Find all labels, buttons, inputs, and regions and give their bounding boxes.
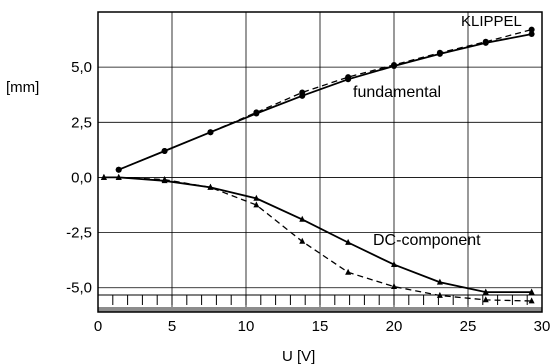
data-point-circle bbox=[528, 26, 535, 33]
data-point-triangle bbox=[253, 201, 260, 208]
data-point-circle bbox=[115, 166, 122, 173]
y-tick-label: 2,5 bbox=[71, 114, 92, 131]
data-point-circle bbox=[161, 147, 168, 154]
x-tick-label: 25 bbox=[460, 318, 477, 335]
y-axis-label: [mm] bbox=[6, 79, 39, 96]
x-tick-label: 0 bbox=[94, 318, 102, 335]
data-point-triangle bbox=[207, 183, 214, 190]
data-point-triangle bbox=[253, 194, 260, 201]
data-point-triangle bbox=[528, 297, 535, 304]
brand-logo: KLIPPEL bbox=[461, 13, 522, 30]
data-point-triangle bbox=[391, 283, 397, 290]
x-tick-label: 10 bbox=[238, 318, 255, 335]
data-point-triangle bbox=[528, 288, 535, 295]
bottom-rail bbox=[98, 294, 542, 312]
y-tick-label: -2,5 bbox=[66, 225, 92, 242]
grid-lines bbox=[97, 12, 543, 312]
annotation-dc-component: DC-component bbox=[373, 232, 481, 249]
data-point-triangle bbox=[436, 278, 443, 285]
x-tick-label: 30 bbox=[534, 318, 551, 335]
data-point-triangle bbox=[115, 173, 122, 180]
plot-frame bbox=[97, 11, 543, 313]
data-point-triangle bbox=[299, 215, 306, 222]
data-point-circle bbox=[482, 38, 489, 45]
x-tick-label: 5 bbox=[168, 318, 176, 335]
data-point-triangle bbox=[100, 173, 107, 180]
data-point-triangle bbox=[345, 238, 352, 245]
x-tick-label: 20 bbox=[386, 318, 403, 335]
y-tick-label: 5,0 bbox=[71, 59, 92, 76]
series-markers bbox=[100, 26, 535, 304]
x-tick-label: 15 bbox=[312, 318, 329, 335]
annotation-fundamental: fundamental bbox=[353, 84, 441, 101]
data-point-triangle bbox=[391, 260, 397, 267]
data-point-circle bbox=[528, 31, 535, 38]
rail-bar bbox=[98, 307, 542, 312]
data-point-triangle bbox=[482, 288, 489, 295]
data-point-triangle bbox=[482, 296, 489, 303]
x-tick-labels: 0 5 10 15 20 25 30 bbox=[94, 318, 551, 335]
data-point-circle bbox=[253, 109, 260, 116]
y-tick-labels: 5,0 2,5 0,0 -2,5 -5,0 bbox=[66, 59, 92, 297]
data-point-circle bbox=[436, 49, 443, 56]
data-point-triangle bbox=[345, 268, 352, 275]
data-point-triangle bbox=[299, 237, 306, 244]
data-point-circle bbox=[391, 61, 397, 68]
data-point-circle bbox=[207, 129, 214, 136]
series-line-1 bbox=[118, 28, 532, 171]
data-point-triangle bbox=[436, 291, 443, 298]
data-point-circle bbox=[299, 89, 306, 96]
data-point-triangle bbox=[161, 176, 168, 183]
y-tick-label: 0,0 bbox=[71, 169, 92, 186]
x-axis-label: U [V] bbox=[282, 348, 315, 364]
data-point-circle bbox=[345, 74, 352, 81]
y-tick-label: -5,0 bbox=[66, 280, 92, 297]
